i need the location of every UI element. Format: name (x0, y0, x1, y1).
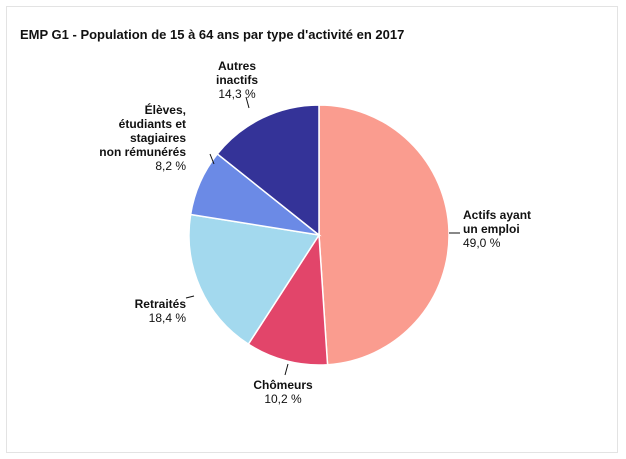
slice-label-value: 18,4 % (149, 311, 187, 325)
pie-slices (188, 104, 450, 366)
leader-line-2 (284, 363, 289, 376)
slice-label-name: inactifs (216, 73, 258, 87)
leader-line-4 (209, 153, 215, 165)
slice-label-value: 10,2 % (264, 392, 302, 406)
leader-lines (185, 96, 460, 376)
pie-slice-5 (216, 104, 320, 237)
pie-slice-3 (188, 213, 321, 346)
pie-slice-2 (247, 232, 329, 366)
slice-label-value: 49,0 % (463, 236, 501, 250)
chart-title: EMP G1 - Population de 15 à 64 ans par t… (20, 27, 405, 42)
slice-label-value: 14,3 % (218, 87, 256, 101)
slice-label-name: Actifs ayant (463, 208, 531, 222)
slice-label-name: non rémunérés (99, 145, 186, 159)
slice-label-name: Autres (218, 59, 256, 73)
slice-label-name: stagiaires (130, 131, 186, 145)
slice-label-name: Retraités (135, 297, 187, 311)
pie-slice-1 (318, 104, 450, 366)
leader-line-3 (185, 295, 195, 299)
slice-label-value: 8,2 % (155, 159, 186, 173)
slice-label-name: un emploi (463, 222, 520, 236)
slice-label-name: étudiants et (119, 117, 186, 131)
slice-label-name: Chômeurs (253, 378, 313, 392)
slice-label-name: Élèves, (145, 102, 186, 117)
leader-line-5 (245, 96, 250, 109)
